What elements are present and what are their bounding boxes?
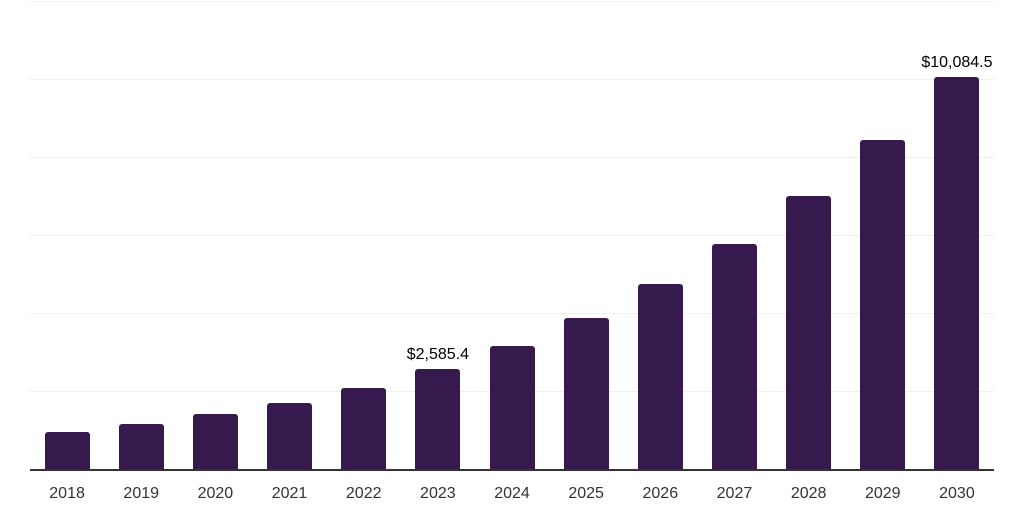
bar-2026	[637, 283, 683, 470]
bar-2030	[934, 76, 980, 470]
x-tick-2029: 2029	[864, 485, 901, 502]
x-tick-2024: 2024	[494, 485, 530, 502]
x-tick-2025: 2025	[568, 485, 604, 502]
bar-2029	[860, 140, 906, 470]
bar-2020	[192, 413, 238, 470]
x-tick-2018: 2018	[49, 485, 85, 502]
value-label-2023: $2,585.4	[406, 346, 469, 364]
bar-2021	[267, 403, 313, 470]
bar-2018	[44, 432, 90, 470]
x-tick-2030: 2030	[939, 485, 975, 502]
bar-2022	[341, 388, 387, 470]
bar-2025	[563, 317, 609, 470]
value-label-2030: $10,084.5	[921, 53, 993, 71]
bar-2027	[711, 243, 757, 470]
gridline-4000	[30, 313, 994, 314]
bar-2019	[118, 423, 164, 470]
bar-2024	[489, 345, 535, 470]
x-tick-2027: 2027	[716, 485, 753, 502]
gridline-6000	[30, 235, 994, 236]
x-axis-line	[30, 469, 994, 471]
x-tick-2021: 2021	[271, 485, 308, 502]
gridline-8000	[30, 157, 994, 158]
bar-2028	[786, 196, 832, 470]
x-tick-2023: 2023	[420, 485, 456, 502]
x-tick-2022: 2022	[345, 485, 382, 502]
gridline-12000	[30, 1, 994, 2]
x-tick-2028: 2028	[790, 485, 827, 502]
bar-2023	[415, 369, 461, 470]
gridline-10000	[30, 79, 994, 80]
x-tick-2020: 2020	[197, 485, 234, 502]
x-tick-2019: 2019	[123, 485, 160, 502]
x-tick-2026: 2026	[642, 485, 679, 502]
